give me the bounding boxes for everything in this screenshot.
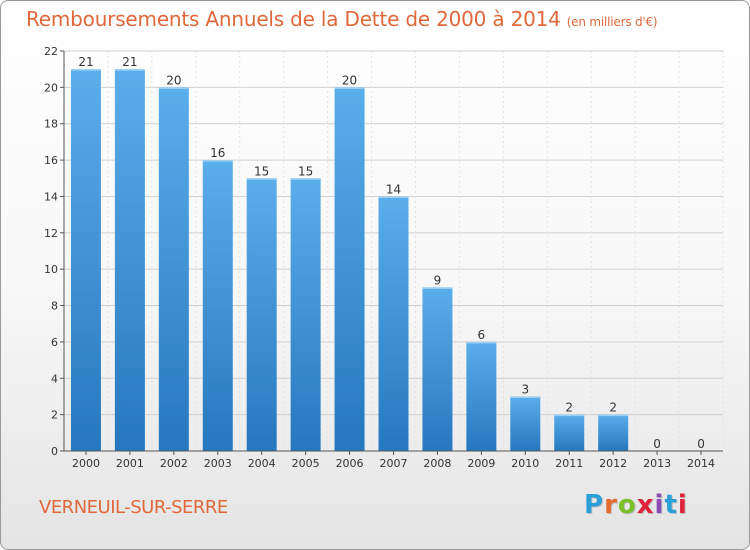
bar-2012 (598, 414, 629, 451)
x-tick-label: 2003 (204, 457, 232, 470)
bar-2004 (246, 178, 277, 452)
bar-highlight-2004 (246, 178, 277, 180)
bar-highlight-2012 (598, 414, 629, 417)
data-label-2009: 6 (478, 328, 486, 342)
y-tick-label: 20 (44, 81, 58, 94)
y-tick-label: 14 (44, 190, 58, 203)
bar-2010 (510, 396, 541, 451)
bar-highlight-2009 (466, 341, 497, 344)
bar-2000 (70, 69, 101, 451)
y-tick-label: 10 (44, 263, 58, 276)
logo-letter: x (636, 490, 655, 520)
commune-name: VERNEUIL-SUR-SERRE (39, 497, 228, 518)
bar-2008 (422, 287, 453, 451)
logo-letter: i (654, 490, 665, 520)
logo-letter: i (677, 490, 688, 520)
x-tick-label: 2010 (511, 457, 539, 470)
x-tick-label: 2001 (116, 457, 144, 470)
data-label-2005: 15 (298, 164, 313, 178)
data-label-2008: 9 (434, 273, 442, 287)
logo-letter: o (617, 490, 637, 520)
y-tick-label: 0 (51, 445, 58, 458)
data-label-2011: 2 (565, 401, 573, 415)
bar-highlight-2002 (158, 87, 189, 89)
x-tick-label: 2005 (292, 457, 320, 470)
proxiti-logo: Proxiti (584, 490, 688, 520)
x-tick-label: 2002 (160, 457, 188, 470)
x-tick-label: 2007 (380, 457, 408, 470)
y-tick-label: 4 (51, 372, 58, 385)
chart-title: Remboursements Annuels de la Dette de 20… (26, 7, 658, 31)
bar-highlight-2000 (70, 69, 101, 71)
bar-2011 (554, 414, 585, 451)
data-label-2002: 20 (166, 73, 181, 87)
x-tick-label: 2008 (423, 457, 451, 470)
x-tick-label: 2004 (248, 457, 276, 470)
bar-highlight-2006 (334, 87, 365, 89)
data-label-2013: 0 (653, 437, 661, 451)
data-label-2004: 15 (254, 164, 269, 178)
bar-2002 (158, 87, 189, 451)
y-tick-label: 22 (44, 45, 58, 58)
data-label-2003: 16 (210, 146, 225, 160)
data-label-2006: 20 (342, 73, 357, 87)
bar-highlight-2007 (378, 196, 409, 198)
data-label-2010: 3 (521, 382, 529, 396)
bar-highlight-2001 (114, 69, 145, 71)
bar-2003 (202, 160, 233, 451)
bar-2001 (114, 69, 145, 451)
y-tick-label: 18 (44, 118, 58, 131)
x-tick-label: 2009 (467, 457, 495, 470)
bar-2007 (378, 196, 409, 451)
data-label-2001: 21 (122, 55, 137, 69)
data-label-2014: 0 (697, 437, 705, 451)
bar-highlight-2010 (510, 396, 541, 398)
y-tick-label: 16 (44, 154, 58, 167)
logo-letter: P (584, 490, 605, 520)
x-tick-label: 2011 (555, 457, 583, 470)
chart-title-text: Remboursements Annuels de la Dette de 20… (26, 7, 561, 31)
y-tick-label: 6 (51, 336, 58, 349)
y-tick-label: 8 (51, 300, 58, 313)
x-tick-label: 2006 (336, 457, 364, 470)
logo-letter: r (604, 490, 618, 520)
y-tick-label: 2 (51, 409, 58, 422)
x-tick-label: 2012 (599, 457, 627, 470)
chart-unit-note: (en milliers d'€) (566, 15, 658, 29)
data-label-2007: 14 (386, 182, 401, 196)
bar-highlight-2003 (202, 160, 233, 162)
x-tick-label: 2013 (643, 457, 671, 470)
y-tick-label: 12 (44, 227, 58, 240)
logo-letter: t (664, 490, 678, 520)
x-tick-label: 2014 (687, 457, 715, 470)
bar-highlight-2008 (422, 287, 453, 289)
bar-2009 (466, 341, 497, 451)
bar-highlight-2005 (290, 178, 321, 180)
bar-2006 (334, 87, 365, 451)
x-tick-label: 2000 (72, 457, 100, 470)
bar-2005 (290, 178, 321, 452)
data-label-2012: 2 (609, 401, 617, 415)
data-label-2000: 21 (78, 55, 93, 69)
bar-highlight-2011 (554, 414, 585, 417)
